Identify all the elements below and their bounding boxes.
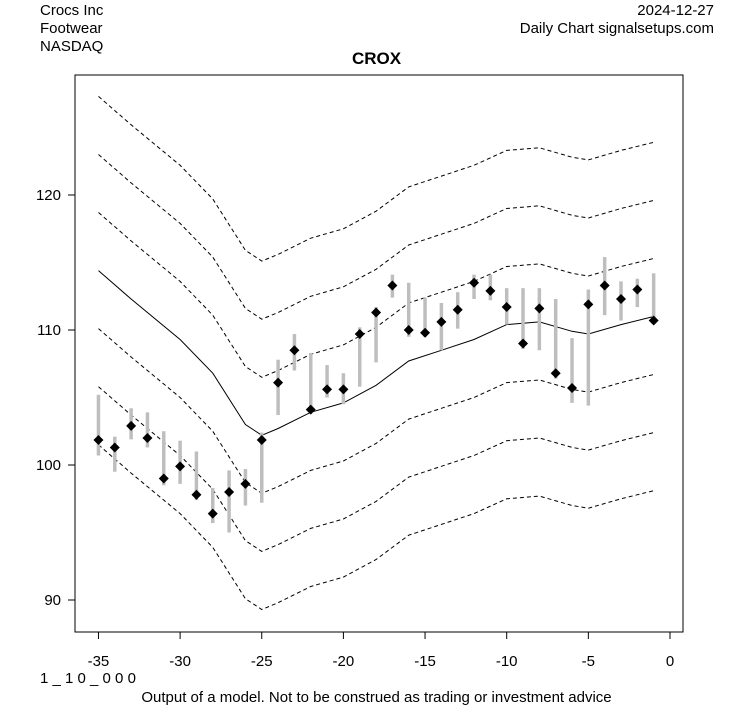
close-marker (501, 302, 512, 313)
y-tick-label: 100 (36, 457, 61, 474)
close-marker (403, 325, 414, 335)
close-marker (485, 285, 496, 296)
chart-title: CROX (351, 49, 402, 68)
model-band-line (98, 444, 654, 611)
close-marker (256, 435, 267, 446)
x-tick-label: -5 (582, 653, 595, 670)
close-marker (452, 304, 463, 315)
close-marker (93, 435, 104, 446)
close-marker (583, 299, 594, 310)
model-band-line (98, 96, 654, 262)
close-marker (567, 383, 578, 394)
chart-date: 2024-12-27 (637, 2, 714, 19)
close-marker (371, 307, 382, 318)
close-marker (240, 478, 251, 489)
company-name: Crocs Inc (40, 2, 104, 19)
close-marker (354, 329, 365, 340)
x-tick-label: 0 (666, 653, 674, 670)
close-marker (338, 384, 349, 395)
x-tick-label: -25 (251, 653, 273, 670)
close-marker (126, 420, 137, 431)
disclaimer: Output of a model. Not to be construed a… (141, 689, 612, 706)
model-code: 1 _ 1 0 _ 0 0 0 (40, 670, 136, 687)
close-marker (469, 277, 480, 288)
x-tick-label: -35 (88, 653, 110, 670)
close-marker (632, 284, 643, 295)
exchange: NASDAQ (40, 38, 104, 55)
x-tick-label: -15 (414, 653, 436, 670)
model-band-line (98, 154, 654, 320)
x-tick-label: -30 (169, 653, 191, 670)
close-marker (420, 327, 431, 338)
close-marker (191, 489, 202, 500)
model-center-line (98, 270, 654, 436)
chart-source: Daily Chart signalsetups.com (519, 20, 714, 37)
close-marker (322, 384, 333, 395)
model-band-line (98, 328, 654, 494)
y-tick-label: 90 (44, 592, 61, 609)
close-marker (224, 487, 235, 497)
y-tick-label: 110 (37, 322, 61, 339)
close-marker (207, 508, 218, 519)
close-marker (518, 338, 529, 349)
close-marker (158, 473, 169, 484)
sector: Footwear (40, 20, 103, 37)
x-tick-label: -20 (333, 653, 355, 670)
close-marker (648, 315, 659, 326)
close-marker (616, 293, 627, 304)
close-marker (109, 442, 120, 453)
close-marker (289, 345, 300, 356)
close-marker (436, 316, 447, 327)
close-marker (534, 303, 545, 314)
close-marker (305, 404, 316, 415)
close-marker (142, 433, 153, 443)
close-marker (273, 377, 284, 388)
y-tick-label: 120 (36, 187, 61, 204)
close-marker (550, 368, 561, 379)
close-marker (599, 280, 610, 291)
close-marker (175, 461, 186, 472)
model-band-line (98, 386, 654, 552)
x-tick-label: -10 (496, 653, 518, 670)
close-marker (387, 280, 398, 291)
